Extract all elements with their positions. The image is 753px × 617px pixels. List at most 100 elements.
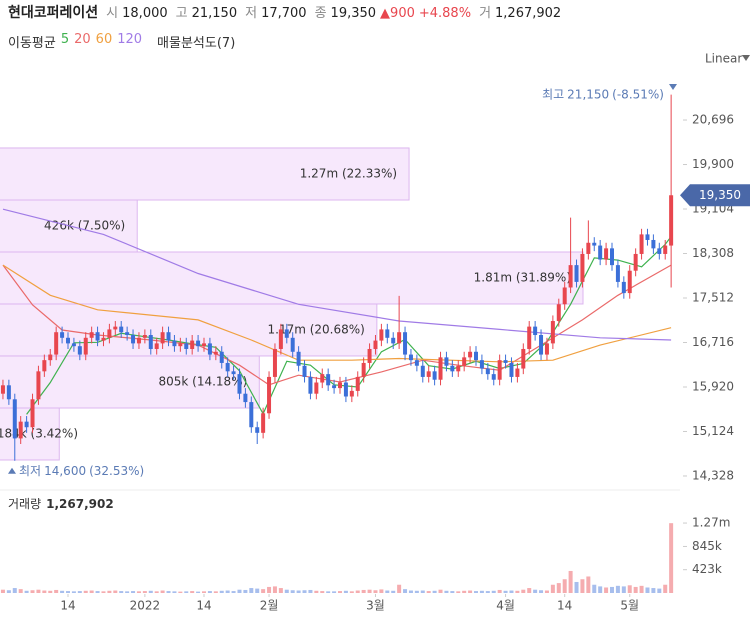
volume-bar [568,570,573,593]
volume-bar [669,523,674,593]
candle-body [77,346,82,355]
volume-bar [83,590,88,593]
candle-body [24,421,29,428]
volume-tick-label: 845k [692,539,722,553]
candle-body [349,390,354,397]
candle-body [639,234,644,254]
volume-bar [18,589,23,593]
volume-bar [615,585,620,593]
candle-body [379,329,384,341]
candle-body [444,357,449,366]
volume-bar [36,589,41,593]
y-tick-label: 17,512 [692,290,734,304]
candle-body [231,371,236,375]
volume-bar [592,584,597,593]
candle-body [485,368,490,375]
candle-body [521,348,526,369]
candle-body [651,239,656,249]
volume-bar [645,587,650,593]
volume-bar [308,589,313,593]
candle-body [272,348,277,377]
x-tick-label: 2022 [130,599,161,613]
volume-bar [438,589,443,593]
candle-body [474,351,478,361]
volume-bar [491,590,496,593]
volume-bar [42,590,47,593]
volume-bar [574,581,579,593]
candle-body [119,326,124,333]
volume-bar [604,587,609,593]
y-tick-label: 20,696 [692,113,734,127]
open: 18,000 [122,6,168,21]
candle-body [633,253,638,271]
dropdown-arrow[interactable] [742,55,750,61]
ma-legend-item[interactable]: 5 [60,32,70,47]
volume-bar [249,588,254,593]
candle-body [48,354,53,361]
candle-body [237,374,242,394]
candle-body [131,335,136,344]
volume-bar [207,591,212,593]
ma-legend-item[interactable]: 120 [117,32,143,47]
candle-body [355,376,360,391]
stock-name: 현대코퍼레이션 [8,5,99,21]
volume-profile-label: 426k (7.50%) [44,219,125,233]
volume-profile-label: 1.81m (31.89%) [474,270,571,284]
volume-bar [320,591,325,593]
candle-body [12,399,17,439]
y-tick-label: 16,716 [692,335,734,349]
candle-body [42,360,47,372]
volume-profile-label: 184k (3.42%) [0,426,78,440]
candle-body [497,360,502,380]
volume-label: 거 [479,6,492,21]
candle-body [556,304,561,322]
profile-label[interactable]: 매물분석도(7) [157,36,236,51]
volume-bar [284,589,289,593]
volume-bar [12,588,17,593]
volume-bar [556,583,561,593]
candle-body [562,287,567,305]
candle-body [544,343,549,355]
candle-body [154,343,159,349]
volume-bar [338,591,342,593]
volume-bar [450,591,455,593]
volume-bar [190,591,195,593]
candle-body [326,374,331,386]
ma-legend-item[interactable]: 60 [95,32,113,47]
volume-title: 거래량 1,267,902 [8,497,114,511]
low: 17,700 [261,6,307,21]
ma-legend-item[interactable]: 20 [74,32,91,47]
candle-body [60,332,65,338]
volume-bar [479,590,484,593]
ma-label[interactable]: 이동평균 [8,36,56,51]
candle-body [267,376,272,414]
change: ▲900 [380,6,415,21]
candle-body [314,382,319,394]
x-tick-label: 14 [60,599,75,613]
low-marker-value_label: 14,600 [44,463,86,477]
volume-bar [225,590,230,593]
candle-body [414,360,419,366]
volume-bar [497,589,502,593]
scale-toggle[interactable]: Linear [705,52,742,66]
volume-bar [314,590,319,593]
candle-body [574,265,579,282]
candle-body [89,332,94,338]
y-tick-label: 19,900 [692,157,734,171]
candle-body [83,337,88,355]
candle-body [456,365,461,372]
candle-body [338,382,342,389]
candle-body [657,248,662,254]
candle-body [178,343,183,347]
volume-bar [219,590,224,593]
candle-body [101,337,106,341]
volume-title: 거래량 [8,497,41,511]
candle-body [142,335,147,338]
volume-bar [95,591,100,593]
volume-profile-label: 805k (14.18%) [158,374,247,388]
volume-bar [125,591,130,593]
volume-bar [627,585,632,593]
candle-body [207,343,212,355]
high-marker-arrow [669,84,677,90]
volume-bar [462,590,467,593]
